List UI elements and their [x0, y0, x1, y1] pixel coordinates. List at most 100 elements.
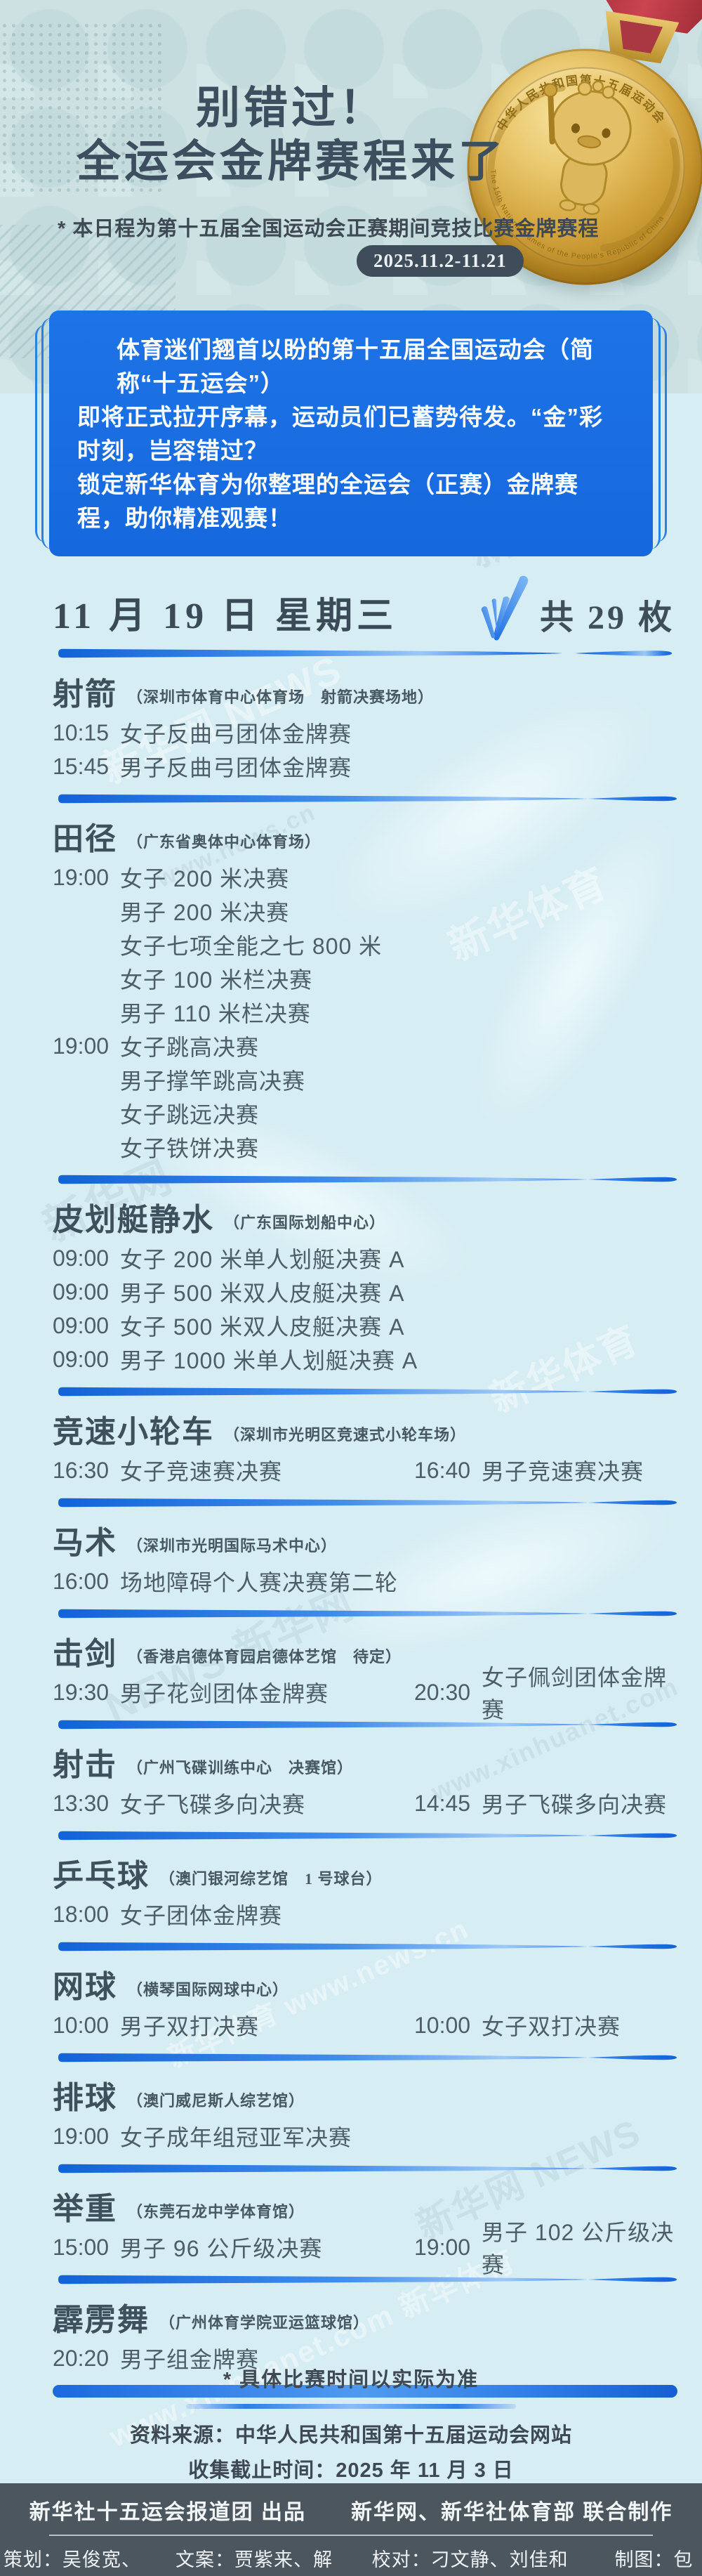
event-rows: 09:00 女子 200 米单人划艇决赛 A 09:00 男子 500 米双人皮…: [53, 1241, 677, 1376]
event-name: 男子 200 米决赛: [120, 900, 290, 925]
mini-divider: [186, 2404, 516, 2409]
event-row: 09:00 男子 1000 米单人划艇决赛 A: [53, 1342, 677, 1376]
event-row: 20:20 男子组金牌赛: [53, 2341, 677, 2375]
footer-bar: 新华社十五运会报道团 出品 新华网、新华社体育部 联合制作 策划：吴俊宽、李旭 文…: [0, 2483, 702, 2576]
sport-name: 霹雳舞: [53, 2303, 150, 2337]
event-cell: 女子跳远决赛: [53, 1097, 677, 1130]
event-cell: 男子 110 米栏决赛: [53, 995, 677, 1029]
event-cell: 19:00 男子 102 公斤级决赛: [414, 2220, 677, 2277]
event-name: 女子七项全能之七 800 米: [120, 934, 383, 959]
credits-row: 策划：吴俊宽、李旭 文案：贾紫来、解冰昕 校对：刁文静、刘佳和 （实习） 制图：包雨刚: [0, 2544, 702, 2576]
event-cell: 男子 200 米决赛: [53, 894, 677, 928]
title-line-1: 别错过！: [196, 84, 387, 133]
event-name: 女子竞速赛决赛: [120, 1459, 283, 1484]
event-time: 16:30: [53, 1457, 110, 1483]
schedule-scope-note: * 本日程为第十五届全国运动会正赛期间竞技比赛金牌赛程: [58, 218, 600, 240]
day-header: 11 月 19 日 星期三 共 29 枚: [53, 575, 677, 660]
medal-disc: 中华人民共和国第十五届运动会 The 15th National Games o…: [450, 32, 702, 302]
event-time: 20:20: [53, 2345, 110, 2371]
event-name: 男子竞速赛决赛: [482, 1459, 644, 1484]
bottom-notes: * 具体比赛时间以实际为准 资料来源：中华人民共和国第十五届运动会网站 收集截止…: [0, 2363, 702, 2483]
section-divider: [53, 1719, 677, 1730]
event-name: 男子 110 米栏决赛: [120, 1001, 311, 1026]
schedule-sections: 射箭 （深圳市体育中心体育场 射箭决赛场地） 10:15 女子反曲弓团体金牌赛 …: [0, 668, 702, 2398]
event-name: 女子成年组冠亚军决赛: [120, 2125, 352, 2150]
sport-section: 皮划艇静水 （广东国际划船中心） 09:00 女子 200 米单人划艇决赛 A …: [53, 1194, 677, 1397]
event-cell: 10:00 男子双打决赛: [53, 2008, 414, 2042]
event-name: 女子飞碟多向决赛: [120, 1792, 306, 1817]
medal-count: 共 29 枚: [539, 599, 675, 636]
sport-name: 网球: [53, 1970, 117, 2004]
event-cell: 16:40 男子竞速赛决赛: [414, 1453, 677, 1487]
event-time: 18:00: [53, 1901, 110, 1927]
event-cell: 09:00 男子 500 米双人皮艇决赛 A: [53, 1275, 677, 1309]
event-row: 16:00 场地障碍个人赛决赛第二轮: [53, 1564, 677, 1598]
section-divider: [53, 1830, 677, 1841]
date-divider: [58, 648, 672, 658]
event-name: 男子撑竿跳高决赛: [120, 1068, 306, 1094]
sport-section: 竞速小轮车 （深圳市光明区竞速式小轮车场） 16:30 女子竞速赛决赛 16:4…: [53, 1406, 677, 1508]
sport-name: 田径: [53, 822, 117, 856]
event-name: 女子铁饼决赛: [120, 1136, 260, 1161]
coproducer: 新华网、新华社体育部 联合制作: [351, 2501, 673, 2524]
event-name: 女子反曲弓团体金牌赛: [120, 721, 352, 747]
event-rows: 10:00 男子双打决赛 10:00 女子双打决赛: [53, 2008, 677, 2042]
gold-medal: 中华人民共和国第十五届运动会 The 15th National Games o…: [446, 0, 702, 309]
credit-item: 文案：贾紫来、解冰昕: [176, 2549, 333, 2570]
event-row: 19:00 女子 200 米决赛: [53, 861, 677, 894]
event-time: 15:00: [53, 2234, 110, 2260]
event-cell: 16:00 场地障碍个人赛决赛第二轮: [53, 1564, 677, 1598]
sport-name: 竞速小轮车: [53, 1415, 214, 1449]
section-divider: [53, 1386, 677, 1397]
sport-section: 射箭 （深圳市体育中心体育场 射箭决赛场地） 10:15 女子反曲弓团体金牌赛 …: [53, 668, 677, 804]
event-name: 女子 100 米栏决赛: [120, 967, 313, 993]
event-name: 女子佩剑团体金牌赛: [482, 1665, 668, 1722]
sport-venue: （广东省奥体中心体育场）: [127, 833, 322, 851]
sport-name: 马术: [53, 1526, 117, 1560]
producer: 新华社十五运会报道团 出品: [29, 2501, 306, 2524]
intro-line: 即将正式拉开序幕，运动员们已蓄势待发。“金”彩时刻，岂容错过？: [77, 404, 603, 464]
event-row: 13:30 女子飞碟多向决赛 14:45 男子飞碟多向决赛: [53, 1786, 677, 1820]
intro-echo-border: [41, 318, 661, 549]
credit-item: 制图：包雨刚: [614, 2549, 694, 2570]
event-time: 09:00: [53, 1279, 110, 1305]
sport-name: 皮划艇静水: [53, 1203, 214, 1237]
date-range-badge: 2025.11.2-11.21: [357, 245, 524, 277]
sport-name: 排球: [53, 2081, 117, 2115]
event-name: 女子跳高决赛: [120, 1035, 260, 1060]
event-cell: 19:00 女子 200 米决赛: [53, 861, 677, 894]
event-cell: 19:00 女子成年组冠亚军决赛: [53, 2119, 677, 2153]
sport-venue: （深圳市光明国际马术中心）: [127, 1537, 338, 1555]
event-row: 女子七项全能之七 800 米: [53, 928, 677, 962]
event-name: 女子 200 米决赛: [120, 866, 290, 891]
credit-item: 校对：刁文静、刘佳和 （实习）: [371, 2549, 569, 2570]
event-time: 20:30: [414, 1679, 471, 1705]
event-row: 男子 110 米栏决赛: [53, 995, 677, 1029]
event-cell: 10:00 女子双打决赛: [414, 2008, 677, 2042]
event-cell: 09:00 女子 200 米单人划艇决赛 A: [53, 1241, 677, 1275]
event-rows: 15:00 男子 96 公斤级决赛 19:00 男子 102 公斤级决赛: [53, 2220, 677, 2277]
sport-venue: （香港启德体育园启德体艺馆 待定）: [127, 1648, 402, 1666]
sport-section: 网球 （横琴国际网球中心） 10:00 男子双打决赛 10:00 女子双打决赛: [53, 1961, 677, 2063]
sport-venue: （广州飞碟训练中心 决赛馆）: [127, 1759, 354, 1777]
event-row: 18:00 女子团体金牌赛: [53, 1897, 677, 1931]
event-time: 19:00: [53, 1033, 110, 1059]
sport-section: 马术 （深圳市光明国际马术中心） 16:00 场地障碍个人赛决赛第二轮: [53, 1517, 677, 1619]
spark-icon: [481, 575, 529, 641]
event-time: 09:00: [53, 1346, 110, 1372]
section-divider: [53, 2385, 677, 2398]
event-name: 男子 102 公斤级决赛: [482, 2220, 675, 2277]
event-time: 15:45: [53, 753, 110, 779]
event-row: 15:45 男子反曲弓团体金牌赛: [53, 750, 677, 783]
sport-venue: （广东国际划船中心）: [224, 1214, 386, 1231]
event-cell: 15:45 男子反曲弓团体金牌赛: [53, 750, 677, 783]
credit-item: 策划：吴俊宽、李旭: [3, 2549, 141, 2570]
event-time: 14:45: [414, 1790, 471, 1816]
intro-line: 体育迷们翘首以盼的第十五届全国运动会（简称“十五运会”）: [117, 336, 594, 396]
data-source: 资料来源：中华人民共和国第十五届运动会网站: [129, 2424, 572, 2447]
section-divider: [53, 793, 677, 804]
event-cell: 女子七项全能之七 800 米: [53, 928, 677, 962]
event-time: 19:00: [53, 2123, 110, 2149]
sport-venue: （深圳市光明区竞速式小轮车场）: [224, 1426, 467, 1444]
